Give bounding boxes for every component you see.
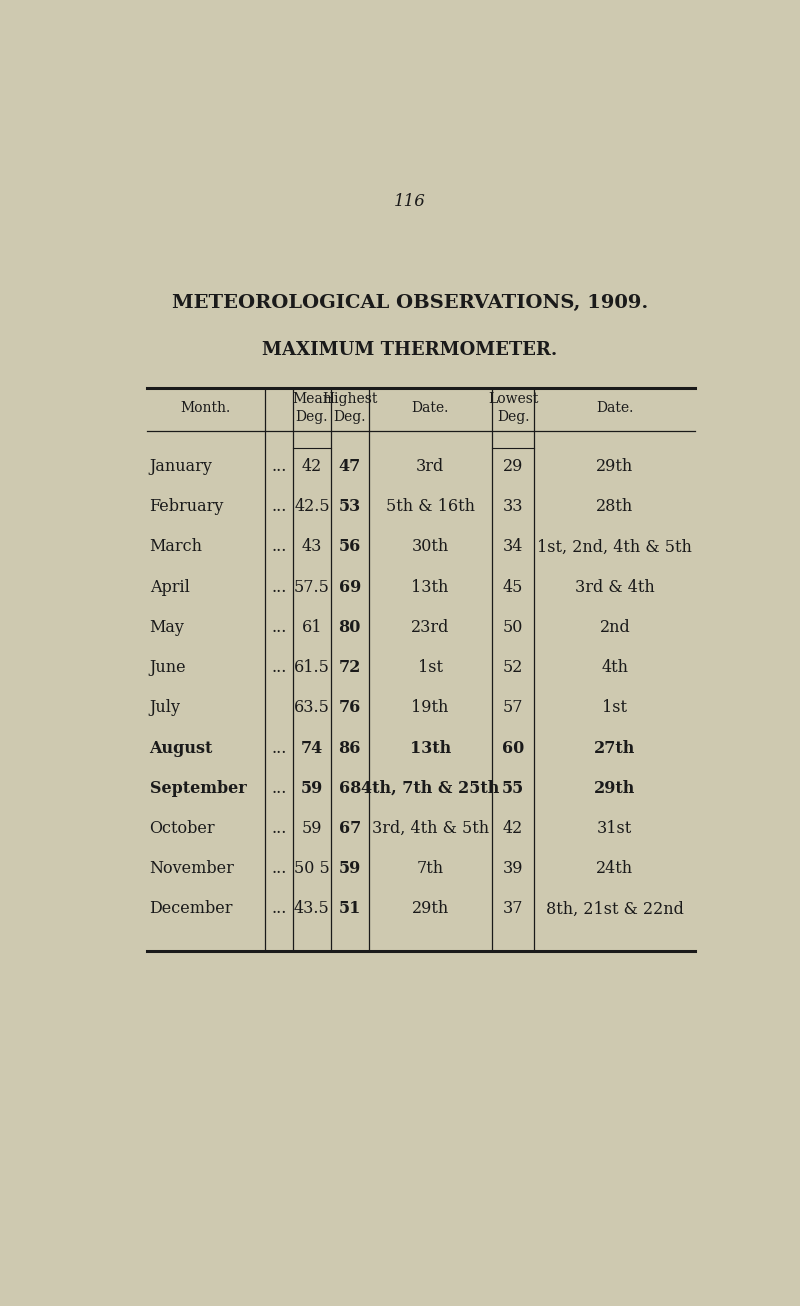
Text: 56: 56 [338, 538, 361, 555]
Text: February: February [150, 498, 224, 515]
Text: 59: 59 [301, 780, 323, 797]
Text: ...: ... [271, 619, 286, 636]
Text: 5th & 16th: 5th & 16th [386, 498, 474, 515]
Text: 4th, 7th & 25th: 4th, 7th & 25th [361, 780, 499, 797]
Text: Date.: Date. [411, 401, 449, 415]
Text: 33: 33 [502, 498, 523, 515]
Text: 24th: 24th [596, 861, 634, 878]
Text: ...: ... [271, 780, 286, 797]
Text: September: September [150, 780, 246, 797]
Text: October: October [150, 820, 215, 837]
Text: January: January [150, 458, 213, 475]
Text: 1st: 1st [602, 699, 627, 716]
Text: 43: 43 [302, 538, 322, 555]
Text: ...: ... [271, 579, 286, 596]
Text: ...: ... [271, 498, 286, 515]
Text: 7th: 7th [417, 861, 444, 878]
Text: 80: 80 [338, 619, 361, 636]
Text: ...: ... [271, 900, 286, 917]
Text: 39: 39 [502, 861, 523, 878]
Text: June: June [150, 660, 186, 677]
Text: ...: ... [271, 538, 286, 555]
Text: March: March [150, 538, 202, 555]
Text: 63.5: 63.5 [294, 699, 330, 716]
Text: 47: 47 [338, 458, 361, 475]
Text: MAXIMUM THERMOMETER.: MAXIMUM THERMOMETER. [262, 341, 558, 359]
Text: 76: 76 [338, 699, 361, 716]
Text: May: May [150, 619, 185, 636]
Text: 13th: 13th [410, 739, 451, 756]
Text: 31st: 31st [597, 820, 633, 837]
Text: November: November [150, 861, 234, 878]
Text: 57.5: 57.5 [294, 579, 330, 596]
Text: August: August [150, 739, 213, 756]
Text: 55: 55 [502, 780, 524, 797]
Text: ...: ... [271, 820, 286, 837]
Text: 67: 67 [338, 820, 361, 837]
Text: 59: 59 [302, 820, 322, 837]
Text: 45: 45 [503, 579, 523, 596]
Text: ...: ... [271, 739, 286, 756]
Text: 19th: 19th [411, 699, 449, 716]
Text: 60: 60 [502, 739, 524, 756]
Text: 53: 53 [338, 498, 361, 515]
Text: Mean
Deg.: Mean Deg. [292, 393, 332, 423]
Text: Lowest
Deg.: Lowest Deg. [488, 393, 538, 423]
Text: 2nd: 2nd [599, 619, 630, 636]
Text: 42: 42 [503, 820, 523, 837]
Text: 86: 86 [338, 739, 361, 756]
Text: 13th: 13th [411, 579, 449, 596]
Text: ...: ... [271, 660, 286, 677]
Text: 43.5: 43.5 [294, 900, 330, 917]
Text: 42: 42 [302, 458, 322, 475]
Text: 61.5: 61.5 [294, 660, 330, 677]
Text: 29th: 29th [596, 458, 634, 475]
Text: 29: 29 [503, 458, 523, 475]
Text: 29th: 29th [411, 900, 449, 917]
Text: 27th: 27th [594, 739, 635, 756]
Text: 37: 37 [502, 900, 523, 917]
Text: 8th, 21st & 22nd: 8th, 21st & 22nd [546, 900, 684, 917]
Text: 1st, 2nd, 4th & 5th: 1st, 2nd, 4th & 5th [538, 538, 692, 555]
Text: 52: 52 [503, 660, 523, 677]
Text: 42.5: 42.5 [294, 498, 330, 515]
Text: 29th: 29th [594, 780, 635, 797]
Text: ...: ... [271, 458, 286, 475]
Text: 4th: 4th [602, 660, 628, 677]
Text: 1st: 1st [418, 660, 442, 677]
Text: Month.: Month. [181, 401, 231, 415]
Text: 3rd, 4th & 5th: 3rd, 4th & 5th [372, 820, 489, 837]
Text: April: April [150, 579, 190, 596]
Text: 28th: 28th [596, 498, 634, 515]
Text: 72: 72 [338, 660, 361, 677]
Text: 57: 57 [502, 699, 523, 716]
Text: METEOROLOGICAL OBSERVATIONS, 1909.: METEOROLOGICAL OBSERVATIONS, 1909. [172, 294, 648, 312]
Text: December: December [150, 900, 233, 917]
Text: 74: 74 [301, 739, 323, 756]
Text: 116: 116 [394, 193, 426, 210]
Text: 23rd: 23rd [411, 619, 450, 636]
Text: 51: 51 [338, 900, 361, 917]
Text: 34: 34 [503, 538, 523, 555]
Text: 3rd: 3rd [416, 458, 444, 475]
Text: 61: 61 [302, 619, 322, 636]
Text: Date.: Date. [596, 401, 634, 415]
Text: 69: 69 [338, 579, 361, 596]
Text: ...: ... [271, 861, 286, 878]
Text: Highest
Deg.: Highest Deg. [322, 393, 378, 423]
Text: 59: 59 [338, 861, 361, 878]
Text: July: July [150, 699, 181, 716]
Text: 50: 50 [503, 619, 523, 636]
Text: 30th: 30th [411, 538, 449, 555]
Text: 3rd & 4th: 3rd & 4th [575, 579, 654, 596]
Text: 68: 68 [338, 780, 361, 797]
Text: 50 5: 50 5 [294, 861, 330, 878]
